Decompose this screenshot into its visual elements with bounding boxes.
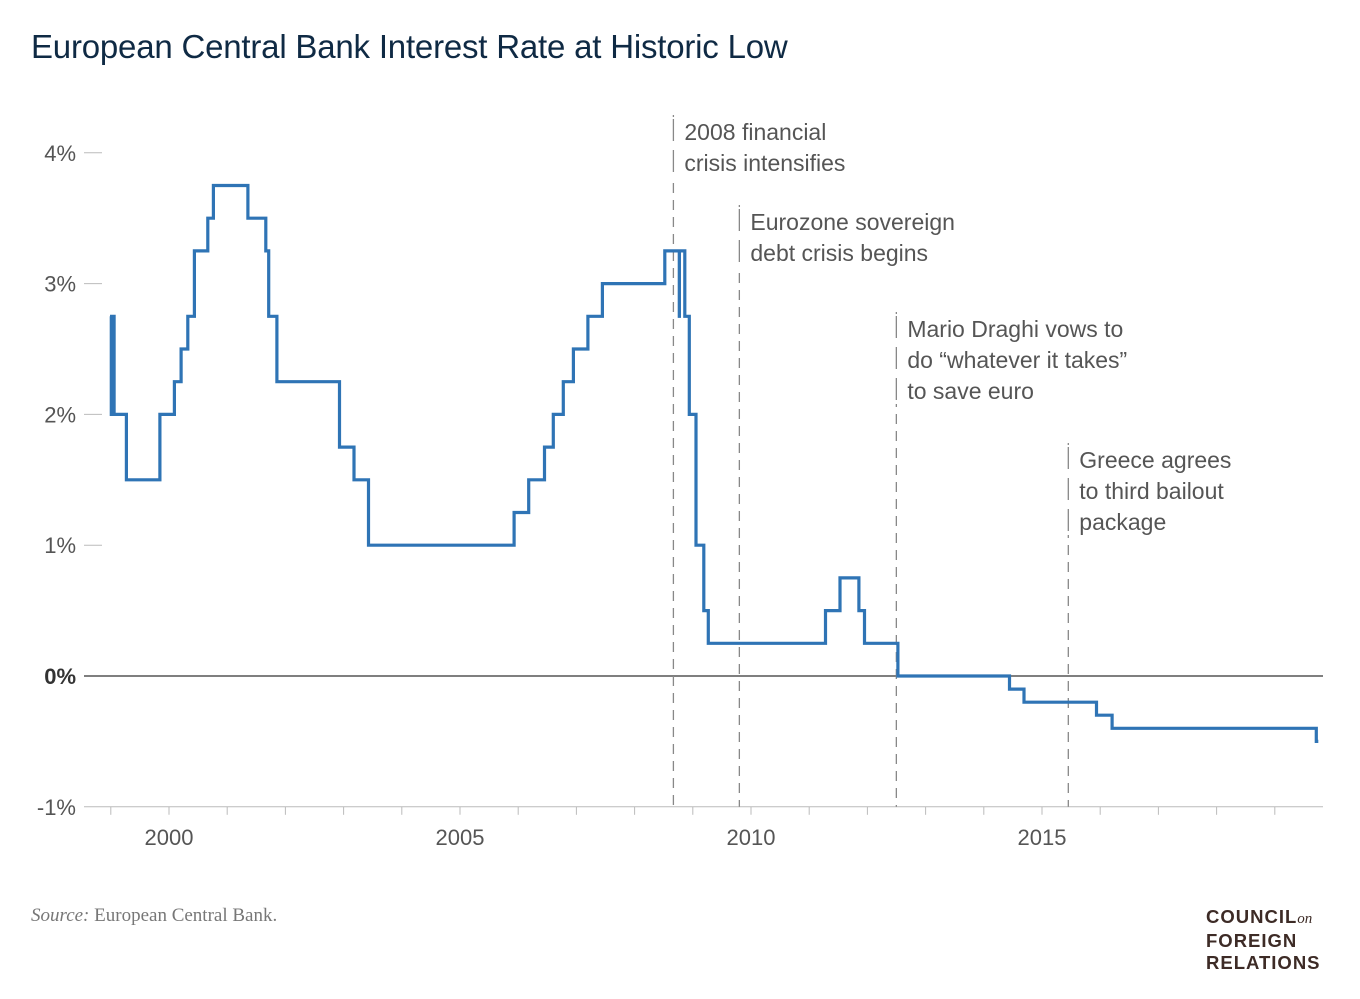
y-tick-label: 1% bbox=[44, 533, 76, 558]
annotation-text: crisis intensifies bbox=[684, 150, 845, 176]
logo-line: RELATIONS bbox=[1206, 952, 1321, 973]
source-text: European Central Bank. bbox=[89, 905, 278, 926]
x-tick-label: 2005 bbox=[436, 825, 485, 850]
y-tick-label: 3% bbox=[44, 272, 76, 297]
source-label: Source: bbox=[31, 905, 90, 926]
logo-line: FOREIGN bbox=[1206, 930, 1298, 951]
annotation-text: to save euro bbox=[907, 378, 1034, 404]
logo-line: COUNCIL bbox=[1206, 906, 1298, 927]
logo-line: on bbox=[1297, 911, 1313, 927]
annotation-text: 2008 financial bbox=[684, 119, 826, 145]
cfr-logo: COUNCILon FOREIGN RELATIONS bbox=[1206, 906, 1321, 974]
annotation-text: Mario Draghi vows to bbox=[907, 316, 1123, 342]
x-tick-label: 2015 bbox=[1018, 825, 1067, 850]
source-note: Source: European Central Bank. bbox=[31, 905, 277, 927]
y-tick-label: 0% bbox=[44, 664, 76, 689]
y-tick-label: 4% bbox=[44, 141, 76, 166]
x-tick-label: 2000 bbox=[145, 825, 194, 850]
annotation-text: to third bailout bbox=[1079, 478, 1224, 504]
annotation-text: do “whatever it takes” bbox=[907, 347, 1127, 373]
y-tick-label: 2% bbox=[44, 402, 76, 427]
chart-title: European Central Bank Interest Rate at H… bbox=[31, 28, 788, 65]
x-tick-label: 2010 bbox=[727, 825, 776, 850]
rate-series-line bbox=[109, 183, 1319, 743]
annotation-text: Eurozone sovereign bbox=[750, 209, 955, 235]
y-tick-label: -1% bbox=[37, 795, 76, 820]
annotation-text: debt crisis begins bbox=[750, 240, 928, 266]
annotation-text: package bbox=[1079, 509, 1166, 535]
annotation-text: Greece agrees bbox=[1079, 447, 1231, 473]
